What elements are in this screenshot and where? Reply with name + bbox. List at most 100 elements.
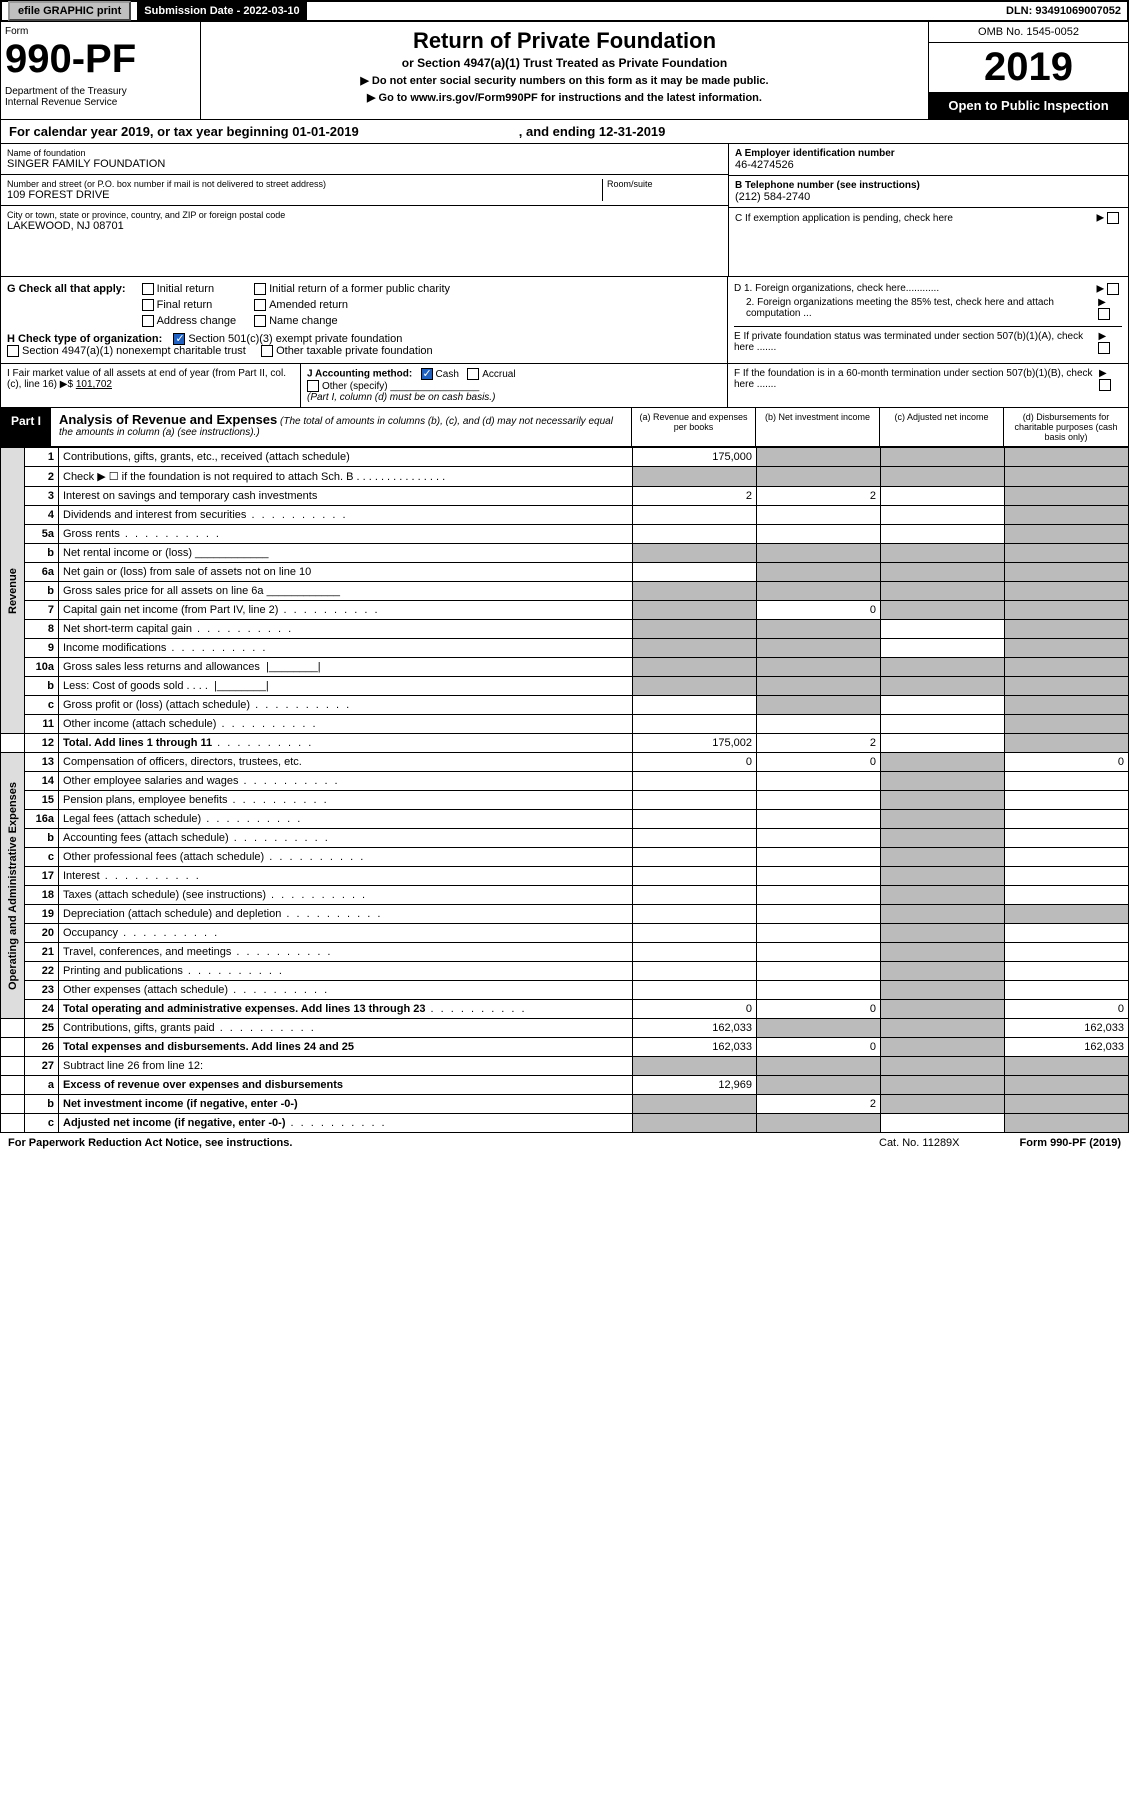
part1-header: Part I Analysis of Revenue and Expenses … (0, 408, 1129, 447)
city-cell: City or town, state or province, country… (1, 206, 728, 276)
fmv-value: 101,702 (76, 379, 112, 390)
line-20-desc: Occupancy (59, 924, 633, 943)
e-checkbox[interactable] (1098, 342, 1110, 354)
form-title: Return of Private Foundation (207, 28, 922, 54)
line-20-no: 20 (25, 924, 59, 943)
line-25-a: 162,033 (633, 1019, 757, 1038)
line-26-a: 162,033 (633, 1038, 757, 1057)
form-subtitle: or Section 4947(a)(1) Trust Treated as P… (207, 56, 922, 70)
line-23-no: 23 (25, 981, 59, 1000)
efile-cell: efile GRAPHIC print (2, 2, 138, 20)
line-3-desc: Interest on savings and temporary cash i… (59, 487, 633, 506)
line-12-desc: Total. Add lines 1 through 11 (59, 734, 633, 753)
d1-checkbox[interactable] (1107, 283, 1119, 295)
j-accrual[interactable]: Accrual (467, 369, 515, 380)
foundation-name: SINGER FAMILY FOUNDATION (7, 158, 722, 170)
c-checkbox[interactable] (1107, 212, 1119, 224)
dln: DLN: 93491069007052 (1000, 2, 1127, 20)
city-label: City or town, state or province, country… (7, 210, 722, 220)
top-bar: efile GRAPHIC print Submission Date - 20… (0, 0, 1129, 22)
line-24-b: 0 (757, 1000, 881, 1019)
address-cell: Number and street (or P.O. box number if… (1, 175, 728, 206)
line-4-no: 4 (25, 506, 59, 525)
line-19-desc: Depreciation (attach schedule) and deple… (59, 905, 633, 924)
line-12-b: 2 (757, 734, 881, 753)
address-label: Number and street (or P.O. box number if… (7, 179, 602, 189)
phone-value: (212) 584-2740 (735, 191, 1122, 203)
d1-row: D 1. Foreign organizations, check here..… (734, 283, 1122, 295)
line-10c-no: c (25, 696, 59, 715)
f-checkbox[interactable] (1099, 379, 1111, 391)
page-footer: For Paperwork Reduction Act Notice, see … (0, 1133, 1129, 1153)
j-cash[interactable]: Cash (421, 369, 459, 380)
h-row: H Check type of organization: Section 50… (7, 333, 721, 357)
line-18-no: 18 (25, 886, 59, 905)
line-8-no: 8 (25, 620, 59, 639)
line-2-desc: Check ▶ ☐ if the foundation is not requi… (59, 467, 633, 487)
line-18-desc: Taxes (attach schedule) (see instruction… (59, 886, 633, 905)
line-26-b: 0 (757, 1038, 881, 1057)
d2-row: 2. Foreign organizations meeting the 85%… (734, 297, 1122, 320)
phone-label: B Telephone number (see instructions) (735, 180, 920, 191)
j-label: J Accounting method: (307, 369, 412, 380)
line-25-no: 25 (25, 1019, 59, 1038)
j-cell: J Accounting method: Cash Accrual Other … (301, 364, 728, 407)
g-opt-initial-former[interactable]: Initial return of a former public charit… (254, 283, 450, 295)
h-opt-501c3[interactable]: Section 501(c)(3) exempt private foundat… (173, 333, 402, 345)
line-24-d: 0 (1005, 1000, 1129, 1019)
line-17-desc: Interest (59, 867, 633, 886)
line-15-no: 15 (25, 791, 59, 810)
line-10c-desc: Gross profit or (loss) (attach schedule) (59, 696, 633, 715)
line-5a-no: 5a (25, 525, 59, 544)
line-24-a: 0 (633, 1000, 757, 1019)
title-block: Return of Private Foundation or Section … (201, 22, 928, 119)
form-header: Form 990-PF Department of the Treasury I… (0, 22, 1129, 120)
line-9-desc: Income modifications (59, 639, 633, 658)
g-opt-address[interactable]: Address change (142, 315, 237, 327)
line-27b-no: b (25, 1095, 59, 1114)
h-opt-4947[interactable]: Section 4947(a)(1) nonexempt charitable … (7, 345, 246, 357)
line-11-no: 11 (25, 715, 59, 734)
j-note: (Part I, column (d) must be on cash basi… (307, 392, 495, 403)
g-opt-final[interactable]: Final return (142, 299, 237, 311)
line-16c-no: c (25, 848, 59, 867)
part1-table: Revenue 1Contributions, gifts, grants, e… (0, 447, 1129, 1133)
col-d-header: (d) Disbursements for charitable purpose… (1004, 408, 1128, 446)
line-22-desc: Printing and publications (59, 962, 633, 981)
line-26-d: 162,033 (1005, 1038, 1129, 1057)
line-5b-no: b (25, 544, 59, 563)
line-27a-no: a (25, 1076, 59, 1095)
line-14-no: 14 (25, 772, 59, 791)
line-22-no: 22 (25, 962, 59, 981)
line-16b-desc: Accounting fees (attach schedule) (59, 829, 633, 848)
line-16b-no: b (25, 829, 59, 848)
line-13-d: 0 (1005, 753, 1129, 772)
line-1-a: 175,000 (633, 448, 757, 467)
g-opt-amended[interactable]: Amended return (254, 299, 450, 311)
department: Department of the Treasury Internal Reve… (5, 86, 196, 108)
col-a-header: (a) Revenue and expenses per books (632, 408, 756, 446)
f-cell: F If the foundation is in a 60-month ter… (728, 364, 1128, 407)
line-13-b: 0 (757, 753, 881, 772)
efile-print-button[interactable]: efile GRAPHIC print (8, 1, 131, 21)
line-24-no: 24 (25, 1000, 59, 1019)
calendar-year-row: For calendar year 2019, or tax year begi… (0, 120, 1129, 144)
line-27-no: 27 (25, 1057, 59, 1076)
d2-checkbox[interactable] (1098, 308, 1110, 320)
form-number-block: Form 990-PF Department of the Treasury I… (1, 22, 201, 119)
foundation-name-cell: Name of foundation SINGER FAMILY FOUNDAT… (1, 144, 728, 175)
line-16a-no: 16a (25, 810, 59, 829)
j-other[interactable]: Other (specify) ________________ (307, 381, 479, 392)
instruction-2: ▶ Go to www.irs.gov/Form990PF for instru… (207, 91, 922, 104)
line-25-desc: Contributions, gifts, grants paid (59, 1019, 633, 1038)
line-27c-no: c (25, 1114, 59, 1133)
calendar-year-end: , and ending 12-31-2019 (519, 124, 666, 139)
g-opt-name[interactable]: Name change (254, 315, 450, 327)
line-10a-no: 10a (25, 658, 59, 677)
h-opt-other[interactable]: Other taxable private foundation (261, 345, 433, 357)
line-1-no: 1 (25, 448, 59, 467)
g-opt-initial[interactable]: Initial return (142, 283, 237, 295)
line-27b-b: 2 (757, 1095, 881, 1114)
line-6b-no: b (25, 582, 59, 601)
line-27a-a: 12,969 (633, 1076, 757, 1095)
